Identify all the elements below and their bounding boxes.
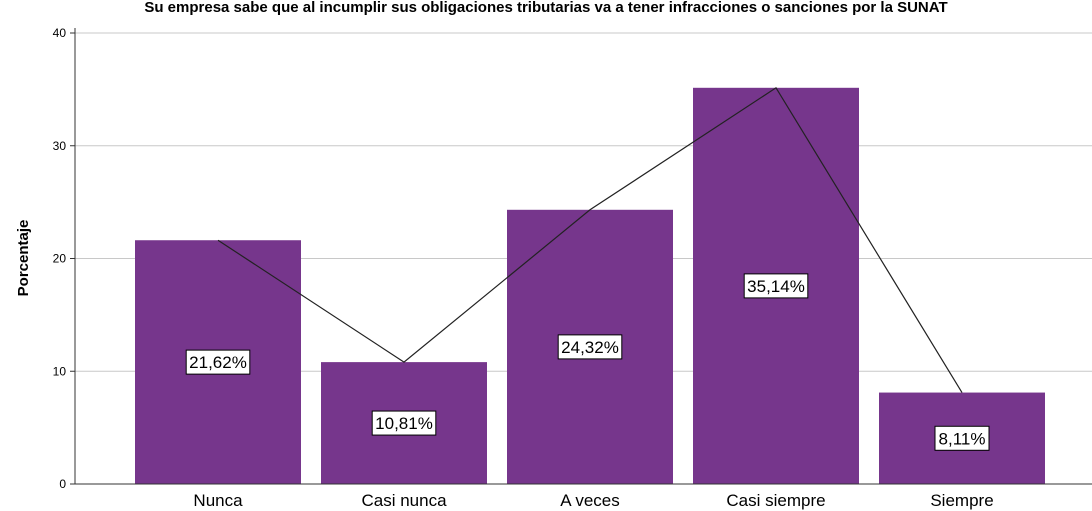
data-label-box	[185, 349, 251, 375]
data-label: 21,62%	[189, 353, 247, 372]
x-tick-label: Casi nunca	[361, 491, 447, 510]
y-tick-label: 10	[53, 364, 67, 378]
data-label: 24,32%	[561, 338, 619, 357]
bars	[135, 87, 1045, 485]
trend-line	[217, 86, 963, 393]
tick-labels: 0 10 20 30 40 Nunca Casi nunca A veces Casi siem…	[53, 26, 994, 510]
data-label-box	[743, 273, 809, 299]
data-label-box	[557, 334, 623, 360]
data-label-box	[934, 425, 990, 451]
y-axis-label: Porcentaje	[15, 220, 32, 297]
overlay-line	[217, 86, 963, 393]
y-tick-label: 30	[53, 139, 67, 153]
x-tick-label: Nunca	[193, 491, 243, 510]
data-label: 8,11%	[939, 429, 986, 448]
x-tick-label: Siempre	[930, 491, 993, 510]
data-label: 10,81%	[375, 414, 433, 433]
data-label: 35,14%	[747, 277, 805, 296]
y-tick-label: 40	[53, 26, 67, 40]
y-tick-label: 0	[59, 477, 66, 491]
x-tick-label: A veces	[560, 491, 620, 510]
data-label-box	[371, 410, 437, 436]
data-labels: 21,62% 10,81% 24,32% 35,14% 8,11%	[185, 273, 990, 451]
y-tick-label: 20	[53, 252, 67, 266]
axes	[70, 28, 1092, 485]
x-tick-label: Casi siempre	[726, 491, 825, 510]
chart-title: Su empresa sabe que al incumplir sus obl…	[144, 0, 947, 16]
